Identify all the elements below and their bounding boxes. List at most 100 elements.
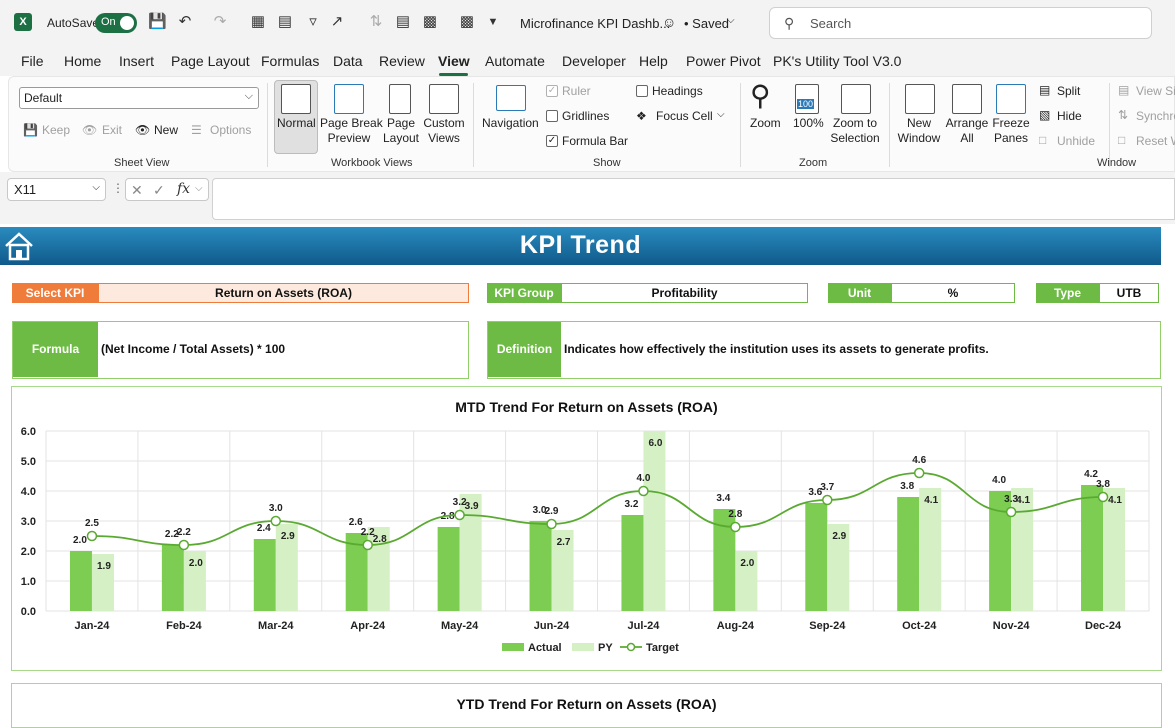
autosave-label: AutoSave bbox=[47, 16, 100, 30]
tab-file[interactable]: File bbox=[21, 53, 44, 69]
synchronous-scroll-button[interactable]: Synchro bbox=[1136, 109, 1175, 123]
chevron-down-icon[interactable]: ⌵ bbox=[92, 182, 100, 193]
sheet-view-group-label: Sheet View bbox=[114, 157, 170, 169]
picture-icon[interactable]: ▤ bbox=[277, 13, 293, 30]
autosave-state: On bbox=[101, 16, 116, 28]
headings-checkbox[interactable] bbox=[636, 85, 648, 97]
reset-window-button[interactable]: Reset W bbox=[1136, 134, 1175, 148]
redo-icon[interactable]: ↷ bbox=[213, 13, 227, 30]
filter-icon[interactable]: ▿ bbox=[309, 13, 317, 30]
insert-function-icon[interactable]: fx bbox=[177, 181, 191, 197]
target-point bbox=[1005, 506, 1017, 518]
tab-insert[interactable]: Insert bbox=[119, 53, 155, 69]
tab-developer[interactable]: Developer bbox=[562, 53, 626, 69]
target-data-label: 2.2 bbox=[177, 527, 191, 538]
ribbon: Default ⌵ 💾 Keep 👁 Exit 👁 New ☰ Options … bbox=[8, 76, 1175, 172]
definition-card: Definition Indicates how effectively the… bbox=[487, 321, 1161, 379]
chevron-down-icon[interactable]: ⌵ bbox=[727, 15, 735, 26]
custom-views-button[interactable]: Custom Views bbox=[419, 116, 469, 146]
borders-icon[interactable]: ▦ bbox=[250, 13, 266, 30]
page-break-preview-button[interactable]: Page Break Preview bbox=[320, 116, 383, 146]
sheet-view-dropdown[interactable]: Default ⌵ bbox=[19, 87, 259, 109]
save-icon[interactable]: 💾 bbox=[148, 13, 167, 30]
gridlines-label: Gridlines bbox=[562, 109, 610, 123]
navigation-button[interactable]: Navigation bbox=[482, 116, 539, 130]
tab-help[interactable]: Help bbox=[639, 53, 668, 69]
actual-bar bbox=[897, 497, 920, 611]
mtd-chart[interactable]: MTD Trend For Return on Assets (ROA) 0.0… bbox=[11, 386, 1162, 671]
x-tick-label: May-24 bbox=[441, 620, 479, 632]
py-bar bbox=[735, 551, 758, 611]
chevron-down-icon[interactable]: ⌵ bbox=[717, 109, 725, 120]
page-layout-label-2: Layout bbox=[382, 131, 420, 145]
form-icon[interactable]: ▤ bbox=[395, 13, 411, 30]
view-side-by-side-button[interactable]: View Si bbox=[1136, 84, 1175, 98]
enter-icon[interactable]: ✓ bbox=[153, 182, 165, 198]
tab-data[interactable]: Data bbox=[333, 53, 363, 69]
y-tick-label: 6.0 bbox=[21, 426, 36, 438]
new-view-button[interactable]: New bbox=[154, 123, 179, 137]
tab-home[interactable]: Home bbox=[64, 53, 102, 69]
actual-data-label: 3.8 bbox=[900, 481, 914, 492]
save-status[interactable]: • Saved bbox=[684, 16, 730, 31]
tab-formulas[interactable]: Formulas bbox=[261, 53, 320, 69]
tab-utility-tool[interactable]: PK's Utility Tool V3.0 bbox=[773, 53, 902, 69]
excel-app-icon: X bbox=[14, 13, 32, 31]
search-input[interactable]: Search bbox=[810, 16, 852, 31]
py-data-label: 6.0 bbox=[649, 438, 663, 449]
target-data-label: 2.2 bbox=[361, 527, 375, 538]
x-tick-label: Dec-24 bbox=[1085, 620, 1122, 632]
select-kpi-dropdown[interactable]: Return on Assets (ROA) bbox=[98, 283, 469, 303]
actual-bar bbox=[437, 527, 460, 611]
calc-sheet-icon[interactable]: ▩ bbox=[459, 13, 475, 30]
hide-button[interactable]: Hide bbox=[1057, 109, 1082, 123]
more-options-icon[interactable]: ⋮ bbox=[112, 181, 124, 195]
tab-review[interactable]: Review bbox=[379, 53, 425, 69]
freeze-panes-button[interactable]: Freeze Panes bbox=[987, 116, 1035, 146]
tab-view[interactable]: View bbox=[438, 53, 470, 69]
autosave-toggle[interactable]: On bbox=[95, 13, 137, 33]
formula-bar: X11 ⌵ ⋮ ✕ ✓ fx ⌵ bbox=[0, 172, 1175, 224]
headings-label: Headings bbox=[652, 84, 703, 98]
home-icon[interactable] bbox=[3, 230, 35, 262]
share-icon[interactable]: ↗ bbox=[330, 13, 344, 30]
target-point bbox=[638, 485, 649, 497]
navigation-icon bbox=[496, 85, 526, 111]
options-button[interactable]: Options bbox=[210, 123, 252, 137]
chevron-down-icon[interactable]: ⌵ bbox=[195, 183, 203, 194]
formula-bar-checkbox[interactable]: ✓ bbox=[546, 135, 558, 147]
legend-target-label: Target bbox=[646, 642, 679, 654]
zoom-button[interactable]: Zoom bbox=[750, 116, 781, 130]
page-layout-button[interactable]: Page Layout bbox=[381, 116, 421, 146]
account-icon[interactable]: ☺ bbox=[662, 14, 677, 30]
keep-button[interactable]: Keep bbox=[42, 123, 71, 137]
hundred-percent-button[interactable]: 100% bbox=[793, 116, 824, 130]
new-window-label-1: New bbox=[906, 116, 931, 130]
gridlines-checkbox[interactable] bbox=[546, 110, 558, 122]
actual-bar bbox=[713, 509, 736, 611]
name-box[interactable]: X11 ⌵ bbox=[7, 178, 106, 201]
page-break-label-1: Page Break bbox=[320, 116, 383, 130]
customize-toolbar-icon[interactable]: ▼ bbox=[487, 16, 499, 28]
new-window-button[interactable]: New Window bbox=[893, 116, 945, 146]
zoom-to-selection-button[interactable]: Zoom to Selection bbox=[827, 116, 883, 146]
calculator-icon[interactable]: ▩ bbox=[422, 13, 438, 30]
sort-icon[interactable]: ⇅ bbox=[369, 13, 383, 30]
search-box[interactable]: ⚲ Search bbox=[769, 7, 1152, 39]
ruler-checkbox[interactable]: ✓ bbox=[546, 85, 558, 97]
tab-automate[interactable]: Automate bbox=[485, 53, 545, 69]
tab-page-layout[interactable]: Page Layout bbox=[171, 53, 250, 69]
ytd-chart[interactable]: YTD Trend For Return on Assets (ROA) bbox=[11, 683, 1162, 728]
formula-input[interactable] bbox=[212, 178, 1175, 220]
exit-button[interactable]: Exit bbox=[102, 123, 123, 137]
unhide-button[interactable]: Unhide bbox=[1057, 134, 1096, 148]
split-button[interactable]: Split bbox=[1057, 84, 1081, 98]
undo-icon[interactable]: ↶ bbox=[178, 13, 192, 30]
cancel-icon[interactable]: ✕ bbox=[131, 182, 143, 198]
target-data-label: 3.0 bbox=[269, 503, 283, 514]
py-bar bbox=[367, 527, 390, 611]
focus-cell-button[interactable]: Focus Cell bbox=[656, 109, 713, 123]
tab-power-pivot[interactable]: Power Pivot bbox=[686, 53, 761, 69]
arrange-all-button[interactable]: Arrange All bbox=[942, 116, 992, 146]
worksheet[interactable]: KPI Trend Select KPI Return on Assets (R… bbox=[0, 224, 1175, 728]
